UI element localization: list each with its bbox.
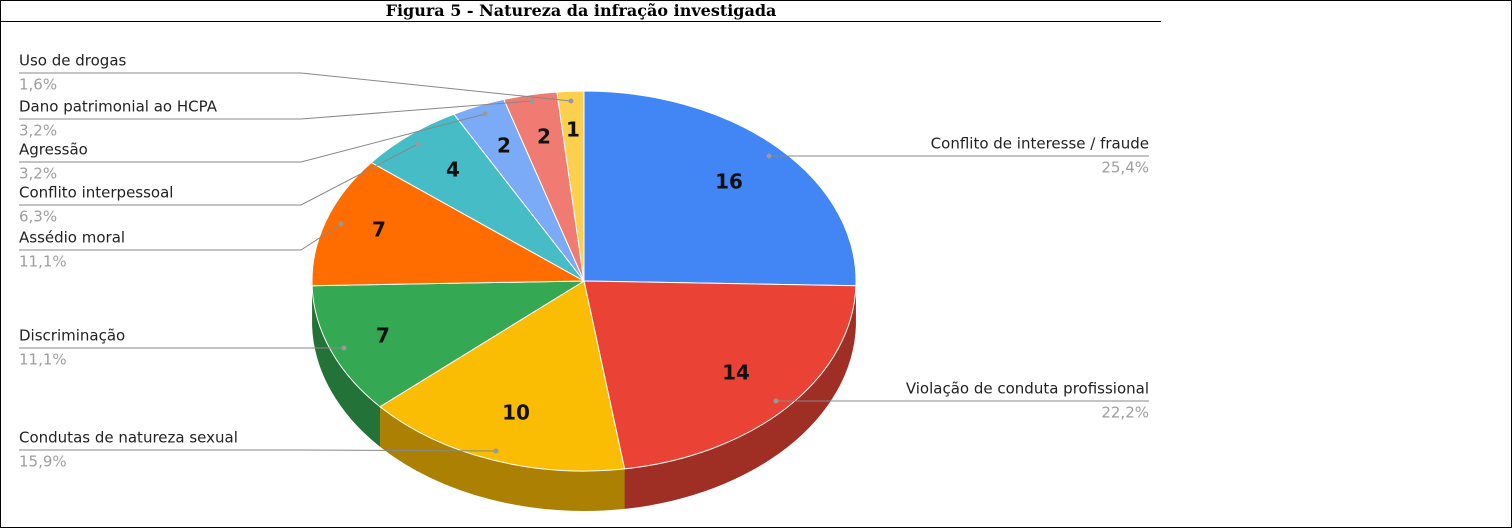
data-label: 4 (446, 158, 460, 182)
slice-label: Conflito interpessoal (19, 184, 173, 202)
slice-label: Condutas de natureza sexual (19, 429, 238, 447)
leader-dot (773, 398, 779, 404)
percent-label: 3,2% (19, 165, 57, 183)
leader-dot (568, 98, 574, 104)
slice (311, 161, 586, 287)
leader-dot (529, 98, 535, 104)
data-label: 7 (372, 218, 386, 242)
percent-label: 11,1% (19, 253, 67, 271)
data-label: 10 (502, 401, 530, 425)
slice-label: Conflito de interesse / fraude (931, 135, 1149, 153)
slice-label: Dano patrimonial ao HCPA (19, 98, 218, 116)
data-label: 1 (566, 118, 580, 142)
data-label: 7 (376, 324, 390, 348)
slice-label: Agressão (19, 141, 88, 159)
leader-dot (493, 448, 499, 454)
leader-dot (482, 111, 488, 117)
percent-label: 22,2% (1101, 404, 1149, 422)
leader-line (19, 72, 572, 102)
slice (583, 280, 857, 470)
data-label: 2 (537, 125, 551, 149)
leader-line (19, 223, 342, 251)
leader-dot (338, 221, 344, 227)
slice-label: Violação de conduta profissional (906, 380, 1149, 398)
leader-line (19, 100, 533, 120)
slice (583, 90, 857, 287)
percent-label: 25,4% (1101, 159, 1149, 177)
data-label: 16 (715, 170, 743, 194)
percent-label: 15,9% (19, 453, 67, 471)
percent-label: 3,2% (19, 122, 57, 140)
slice-label: Discriminação (19, 327, 125, 345)
slice (556, 90, 585, 282)
percent-label: 11,1% (19, 351, 67, 369)
slice-side (312, 285, 381, 447)
slice-label: Uso de drogas (19, 52, 127, 70)
leader-line (19, 449, 497, 452)
leader-dot (415, 141, 421, 147)
leader-line (19, 113, 486, 163)
percent-label: 6,3% (19, 208, 57, 226)
slice-side (380, 406, 625, 511)
slice (311, 280, 586, 408)
slice-label: Assédio moral (19, 229, 125, 247)
chart-title: Figura 5 - Natureza da infração investig… (1, 1, 1161, 22)
data-label: 2 (497, 134, 511, 158)
leader-line (19, 143, 419, 206)
data-label: 14 (722, 361, 750, 385)
percent-label: 1,6% (19, 76, 57, 94)
leader-dot (766, 153, 772, 159)
slice-side (624, 285, 856, 509)
leader-dot (341, 345, 347, 351)
slice (379, 280, 626, 472)
